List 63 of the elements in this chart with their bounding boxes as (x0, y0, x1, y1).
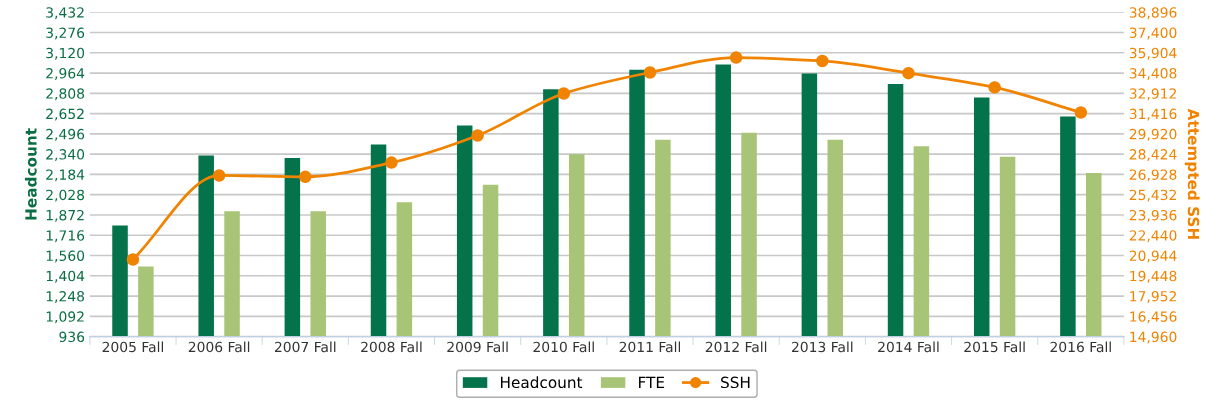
y2-axis-title: Attempted SSH (1184, 108, 1200, 239)
point (471, 129, 484, 142)
y2-tick-label: 16,456 (1130, 311, 1177, 324)
y2-tick-label: 38,896 (1129, 7, 1177, 20)
y-axis-title: Headcount (24, 128, 37, 220)
x-tick-label: 2007 Fall (274, 341, 336, 353)
x-tick-label: 2016 Fall (1050, 341, 1111, 353)
y-tick-label: 2,340 (46, 149, 85, 162)
y-tick-label: 3,432 (46, 7, 84, 20)
x-tick-label: 2012 Fall (705, 341, 767, 353)
point (1074, 106, 1088, 119)
x-tick-label: 2015 Fall (964, 341, 1025, 353)
y2-tick-label: 31,416 (1129, 108, 1177, 121)
x-tick-label: 2006 Fall (188, 341, 250, 353)
x-tick-label: 2010 Fall (533, 341, 594, 353)
point (729, 51, 743, 64)
y2-tick-label: 28,424 (1129, 149, 1177, 162)
y2-tick-label: 37,400 (1129, 27, 1177, 40)
x-tick-label: 2011 Fall (619, 341, 681, 353)
y-tick-label: 1,404 (46, 270, 85, 283)
x-tick-label: 2014 Fall (878, 341, 939, 353)
x-tick-label: 2013 Fall (791, 341, 853, 353)
y-tick-label: 2,808 (46, 88, 85, 101)
x-tick-label: 2008 Fall (361, 341, 422, 353)
legend-label: Headcount (500, 376, 583, 389)
point (643, 66, 657, 79)
y-tick-label: 1,716 (46, 230, 85, 243)
y2-tick-label: 23,936 (1129, 209, 1177, 222)
y2-tick-label: 34,408 (1129, 68, 1177, 80)
point (557, 87, 571, 100)
y2-tick-label: 22,440 (1129, 230, 1177, 243)
y-tick-label: 2,184 (46, 169, 85, 182)
y2-tick-label: 32,912 (1129, 88, 1176, 101)
y-tick-label: 3,120 (46, 47, 85, 60)
point (902, 66, 915, 80)
point (299, 170, 312, 184)
y-tick-label: 936 (59, 331, 85, 343)
point (988, 81, 1001, 94)
y2-tick-label: 26,928 (1129, 169, 1177, 182)
y-tick-label: 2,496 (46, 128, 85, 141)
y-tick-label: 2,028 (46, 189, 85, 202)
y2-tick-label: 14,960 (1130, 331, 1177, 344)
y2-tick-label: 20,944 (1129, 250, 1177, 263)
y2-tick-label: 35,904 (1129, 47, 1177, 60)
point (816, 54, 829, 68)
point (385, 156, 398, 169)
point (212, 169, 226, 182)
y-tick-label: 2,964 (46, 68, 85, 80)
y-tick-label: 1,248 (46, 291, 85, 303)
y2-tick-label: 29,920 (1129, 128, 1177, 141)
y2-tick-label: 17,952 (1130, 291, 1176, 303)
x-tick-label: 2005 Fall (102, 341, 163, 353)
legend-label: SSH (721, 376, 750, 389)
y2-tick-label: 19,448 (1130, 270, 1177, 283)
x-tick-label: 2009 Fall (447, 341, 508, 353)
y-tick-label: 1,092 (46, 311, 84, 324)
point (126, 253, 140, 266)
y2-tick-label: 25,432 (1129, 189, 1176, 202)
y-tick-label: 1,560 (46, 250, 85, 263)
legend-label: FTE (639, 376, 665, 388)
y-tick-label: 3,276 (46, 27, 85, 40)
y-tick-label: 1,872 (46, 209, 84, 222)
y-tick-label: 2,652 (46, 108, 84, 121)
